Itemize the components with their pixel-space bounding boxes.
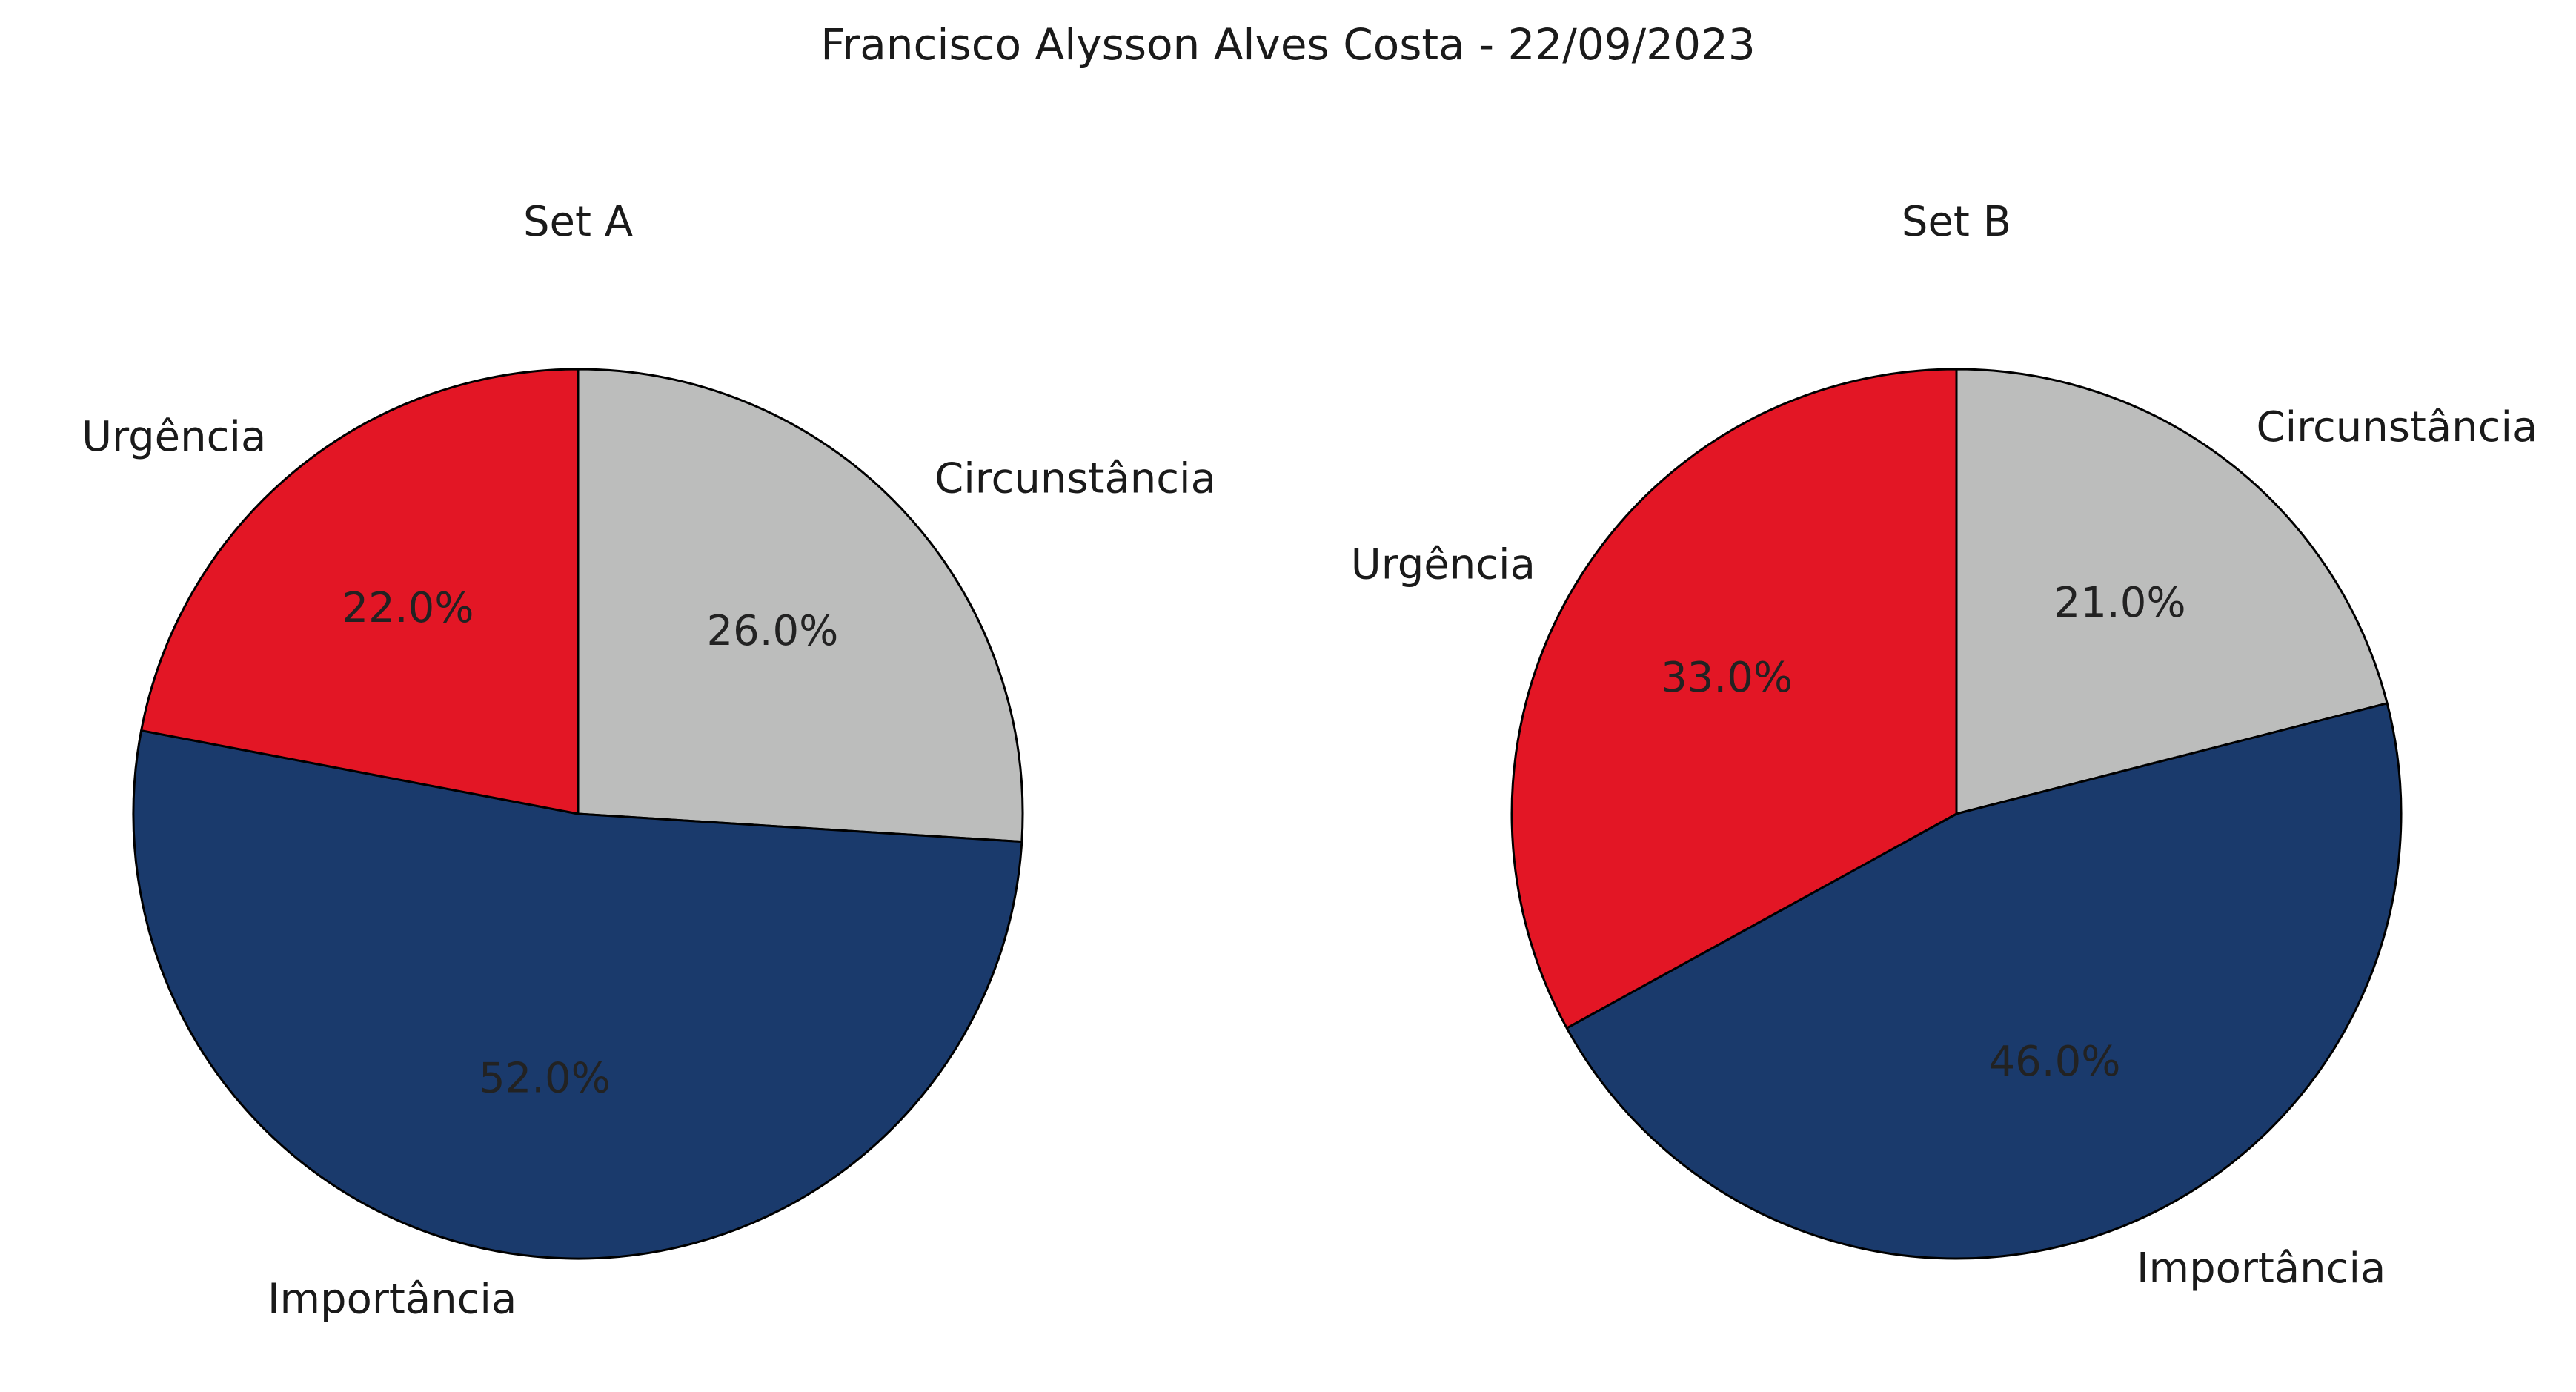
chart-title: Set A — [523, 198, 633, 246]
pie-slice-urgencia — [140, 368, 580, 815]
figure-title: Francisco Alysson Alves Costa - 22/09/20… — [820, 19, 1756, 70]
pie-percent-label-urgencia: 33.0% — [1661, 654, 1793, 702]
pie-category-label-importancia: Importância — [268, 1275, 517, 1323]
pie-slice-urgencia — [1510, 368, 1958, 1030]
pie-chart-set-b: Set B 21.0% Circunstância 46.0% Importância… — [1351, 198, 2538, 1293]
pie-category-label-importancia: Importância — [2137, 1244, 2386, 1293]
pie-percent-label-circunstancia: 21.0% — [2054, 579, 2186, 627]
pie-category-label-circunstancia: Circunstância — [935, 455, 1216, 503]
pie-slice-circunstancia — [1955, 368, 2389, 815]
pie-slice-importancia — [132, 729, 1023, 1260]
pie-category-label-urgencia: Urgência — [82, 413, 266, 461]
chart-title: Set B — [1902, 198, 2011, 246]
pie-percent-label-importancia: 52.0% — [479, 1055, 611, 1103]
pie-category-label-circunstancia: Circunstância — [2257, 403, 2538, 451]
pie-percent-label-urgencia: 22.0% — [342, 584, 474, 632]
pie-slice-circunstancia — [577, 368, 1024, 844]
pie-category-label-urgencia: Urgência — [1351, 541, 1536, 589]
pie-slice-importancia — [1565, 702, 2403, 1260]
pie-chart-set-a: Set A 26.0% Circunstância 52.0% Importância… — [82, 198, 1216, 1323]
pie-percent-label-importancia: 46.0% — [1989, 1038, 2121, 1086]
pie-percent-label-circunstancia: 26.0% — [706, 607, 838, 655]
